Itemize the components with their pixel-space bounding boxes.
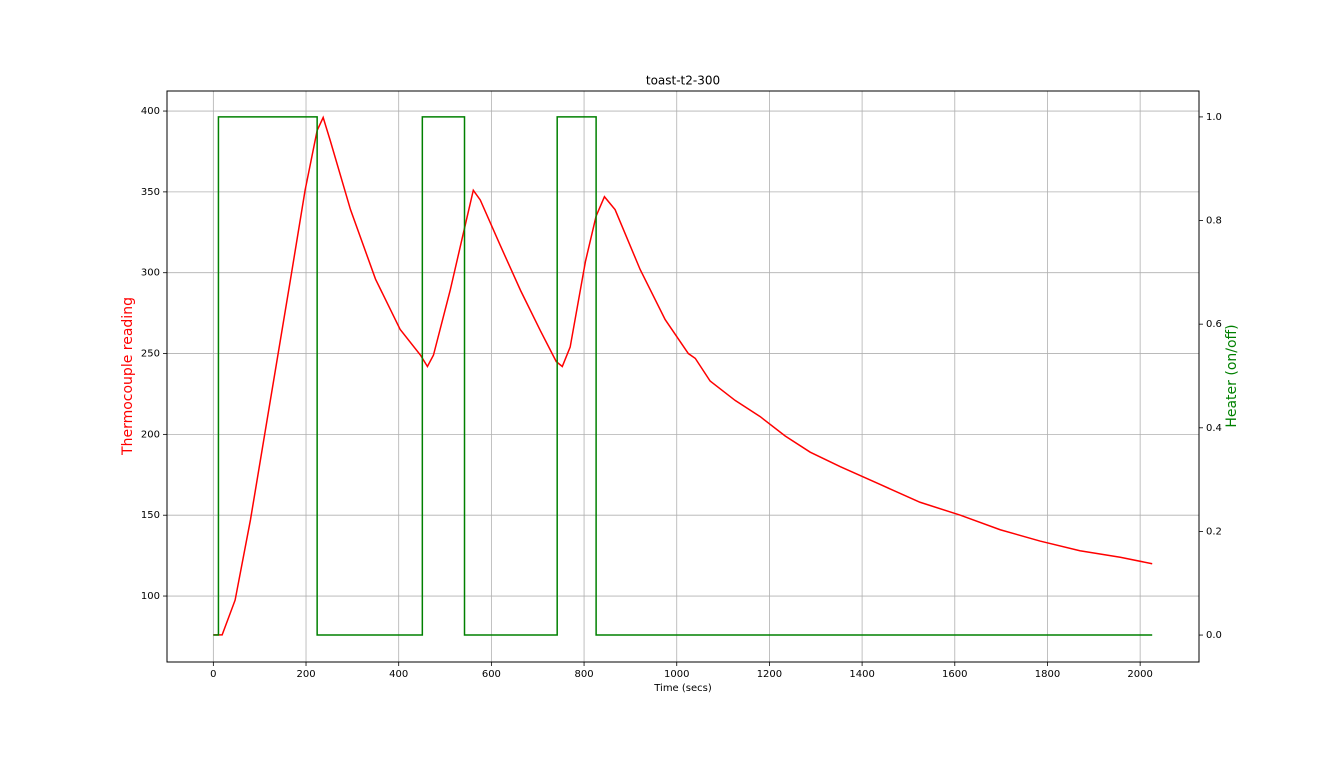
y2-tick-label: 1.0 xyxy=(1206,112,1222,123)
x-tick-label: 400 xyxy=(389,669,408,680)
y-axis-label: Thermocouple reading xyxy=(120,297,136,456)
y-tick-label: 350 xyxy=(141,187,160,198)
x-axis-label: Time (secs) xyxy=(653,683,712,694)
plot-frame xyxy=(166,90,1200,663)
x-tick-label: 200 xyxy=(296,669,315,680)
y-tick-label: 300 xyxy=(141,268,160,279)
y2-tick-label: 0.4 xyxy=(1206,423,1222,434)
y2-axis-label: Heater (on/off) xyxy=(1224,324,1240,427)
y-tick-label: 250 xyxy=(141,349,160,360)
y-tick-label: 400 xyxy=(141,106,160,117)
y2-tick-label: 0.8 xyxy=(1206,216,1222,227)
x-tick-label: 800 xyxy=(575,669,594,680)
x-tick-label: 1000 xyxy=(664,669,689,680)
x-tick-label: 1200 xyxy=(757,669,782,680)
x-tick-label: 2000 xyxy=(1127,669,1152,680)
x-tick-label: 1400 xyxy=(849,669,874,680)
x-tick-label: 1800 xyxy=(1035,669,1060,680)
y2-tick-label: 0.2 xyxy=(1206,526,1222,537)
x-tick-label: 1600 xyxy=(942,669,967,680)
y-tick-label: 200 xyxy=(141,429,160,440)
x-tick-label: 0 xyxy=(210,669,216,680)
chart-title: toast-t2-300 xyxy=(646,74,720,88)
y-tick-label: 150 xyxy=(141,510,160,521)
data-line xyxy=(213,115,1153,636)
data-line xyxy=(213,116,1153,636)
y-tick-label: 100 xyxy=(141,591,160,602)
y2-tick-label: 0.6 xyxy=(1206,319,1222,330)
y2-tick-label: 0.0 xyxy=(1206,630,1222,641)
x-tick-label: 600 xyxy=(482,669,501,680)
